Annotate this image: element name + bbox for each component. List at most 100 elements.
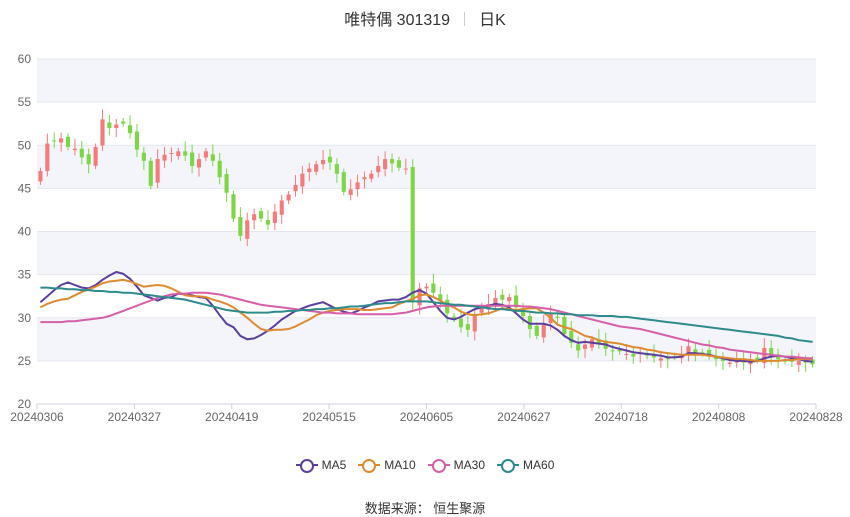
candle-body (486, 303, 491, 310)
candle-body (286, 194, 291, 201)
candle-body (121, 121, 126, 124)
candle-body (355, 182, 360, 190)
y-tick-label: 45 (18, 181, 32, 195)
candle-body (658, 358, 663, 361)
candle-body (265, 220, 271, 225)
candle-body (369, 173, 374, 179)
candle-body (596, 339, 601, 344)
candle-body (734, 361, 739, 363)
candle-body (100, 119, 105, 146)
candle-body (796, 360, 801, 365)
candle-body (645, 354, 650, 356)
candle-body (610, 350, 615, 352)
candle-body (431, 283, 436, 293)
grid-band (37, 145, 816, 189)
candle-body (348, 189, 353, 195)
candle-body (438, 294, 443, 302)
y-tick-label: 20 (18, 397, 32, 411)
candle-body (327, 156, 333, 163)
candle-body (190, 152, 195, 166)
candle-body (424, 286, 429, 289)
legend-marker (427, 459, 450, 473)
y-tick-label: 50 (18, 138, 32, 152)
candle-body (114, 124, 119, 128)
candle-body (196, 159, 202, 168)
legend-label: MA30 (453, 458, 486, 472)
candle-body (127, 125, 133, 134)
candle-body (321, 159, 326, 165)
series-line-ma60 (40, 286, 813, 343)
legend-label: MA60 (523, 458, 555, 472)
candle-body (45, 143, 50, 172)
candle-body (341, 172, 346, 192)
candle-body (38, 171, 43, 182)
x-tick-label: 20240627 (497, 410, 551, 424)
candle-body (527, 316, 532, 329)
candle-body (376, 165, 381, 173)
candle-body (245, 220, 250, 239)
candle-body (693, 349, 698, 353)
y-tick-label: 55 (18, 95, 32, 109)
candle-body (410, 166, 415, 303)
x-tick-label: 20240808 (692, 410, 746, 424)
candle-body (472, 314, 477, 332)
candle-body (782, 360, 788, 362)
candle-body (762, 347, 767, 364)
series-line-ma10 (39, 278, 813, 362)
candle-body (493, 297, 498, 304)
y-tick-label: 30 (18, 311, 32, 325)
legend-marker (497, 459, 520, 473)
candle-body (252, 214, 257, 221)
candle-body (300, 173, 305, 187)
legend-item-ma5[interactable]: MA5 (295, 458, 347, 473)
candle-body (86, 154, 91, 165)
legend-label: MA5 (321, 458, 347, 472)
legend-marker (295, 459, 318, 473)
y-tick-label: 40 (18, 225, 32, 239)
candle-body (334, 164, 339, 174)
candle-body (307, 168, 312, 173)
y-tick-label: 25 (18, 354, 32, 368)
grid-band (37, 231, 816, 275)
candle-body (176, 151, 181, 157)
candle-body (72, 148, 77, 151)
candle-body (541, 324, 546, 338)
legend-item-ma60[interactable]: MA60 (497, 458, 555, 473)
candle-body (713, 356, 719, 360)
candle-body (507, 297, 512, 302)
x-tick-label: 20240828 (789, 410, 843, 424)
candle-body (665, 358, 670, 360)
candle-body (631, 353, 636, 357)
candle-body (134, 131, 140, 150)
candle-body (617, 349, 622, 352)
candle-body (403, 168, 408, 170)
candle-body (624, 353, 629, 355)
candle-body (776, 354, 781, 360)
candle-body (755, 357, 760, 361)
candle-body (141, 152, 146, 161)
candle-body (79, 148, 84, 158)
candle-body (107, 122, 112, 128)
candle-body (465, 324, 470, 330)
candle-body (258, 211, 264, 219)
legend-label: MA10 (384, 458, 416, 472)
candle-body (169, 153, 174, 155)
candle-body (769, 347, 774, 358)
candle-body (417, 288, 422, 306)
candle-body (162, 154, 167, 161)
candle-body (500, 294, 505, 300)
legend-marker (358, 459, 381, 473)
candle-body (458, 318, 464, 328)
candle-body (389, 159, 395, 164)
y-tick-label: 35 (18, 268, 32, 282)
legend-item-ma30[interactable]: MA30 (427, 458, 486, 473)
period-label: 日K (479, 12, 506, 29)
candle-body (183, 151, 188, 156)
series-line-ma30 (40, 291, 813, 360)
legend-item-ma10[interactable]: MA10 (358, 458, 416, 473)
candle-body (700, 352, 705, 354)
candle-body (396, 160, 401, 168)
candle-body (59, 138, 64, 143)
candle-body (155, 159, 160, 183)
